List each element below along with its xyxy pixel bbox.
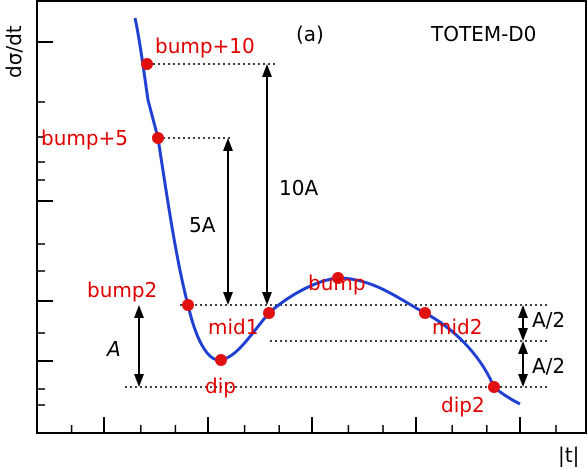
arrow-A	[134, 305, 144, 387]
guide-lines	[125, 63, 548, 388]
measure-label-10A: 10A	[279, 176, 318, 200]
arrow-head-up	[223, 138, 233, 151]
experiment-label: TOTEM-D0	[430, 22, 536, 46]
point-bump+5	[152, 132, 164, 144]
arrow-5A	[223, 138, 233, 305]
point-dip	[215, 354, 227, 366]
point-label-bump+5: bump+5	[41, 126, 128, 150]
panel-label: (a)	[296, 22, 324, 46]
measure-label-A: A	[105, 337, 121, 361]
arrow-head-down	[223, 292, 233, 305]
point-bump+10	[141, 58, 153, 70]
axis-ticks	[37, 41, 557, 433]
arrow-head-down	[518, 328, 528, 341]
measure-label-5A: 5A	[189, 213, 216, 237]
plot-frame	[36, 0, 587, 434]
arrow-head-down	[518, 374, 528, 387]
point-label-bump: bump	[308, 271, 366, 295]
point-bump	[332, 272, 344, 284]
arrow-head-up	[518, 341, 528, 354]
point-label-mid1: mid1	[208, 315, 258, 339]
arrow-half-upper	[518, 305, 528, 341]
point-mid1	[263, 307, 275, 319]
cross-section-curve	[133, 17, 521, 406]
point-mid2	[419, 307, 431, 319]
arrow-10A	[262, 64, 272, 305]
arrow-head-up	[262, 64, 272, 77]
arrow-head-down	[262, 292, 272, 305]
point-dip2	[488, 381, 500, 393]
point-label-mid2: mid2	[432, 315, 482, 339]
point-label-dip2: dip2	[441, 393, 485, 417]
measure-label-half-lower: A/2	[532, 354, 565, 378]
measure-arrows	[134, 64, 528, 387]
arrow-head-up	[134, 305, 144, 318]
point-bump2	[182, 299, 194, 311]
measure-label-half-upper: A/2	[532, 308, 565, 332]
point-label-bump+10: bump+10	[155, 34, 255, 58]
marker-points	[141, 58, 500, 393]
point-label-dip: dip	[205, 374, 236, 398]
arrow-head-up	[518, 305, 528, 318]
point-label-bump2: bump2	[87, 278, 157, 302]
y-axis-label: dσ/dt	[2, 25, 26, 78]
x-axis-label: |t|	[558, 443, 579, 467]
arrow-half-lower	[518, 341, 528, 387]
arrow-head-down	[134, 374, 144, 387]
